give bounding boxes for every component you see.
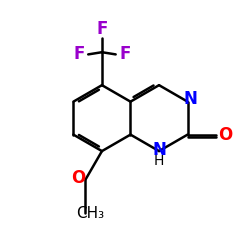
Text: O: O: [218, 126, 232, 144]
Text: H: H: [154, 154, 164, 168]
Text: O: O: [71, 169, 85, 187]
Text: N: N: [184, 90, 197, 108]
Text: F: F: [96, 20, 108, 38]
Text: F: F: [119, 46, 130, 64]
Text: F: F: [74, 46, 85, 64]
Text: N: N: [152, 141, 166, 159]
Text: CH₃: CH₃: [76, 206, 104, 222]
